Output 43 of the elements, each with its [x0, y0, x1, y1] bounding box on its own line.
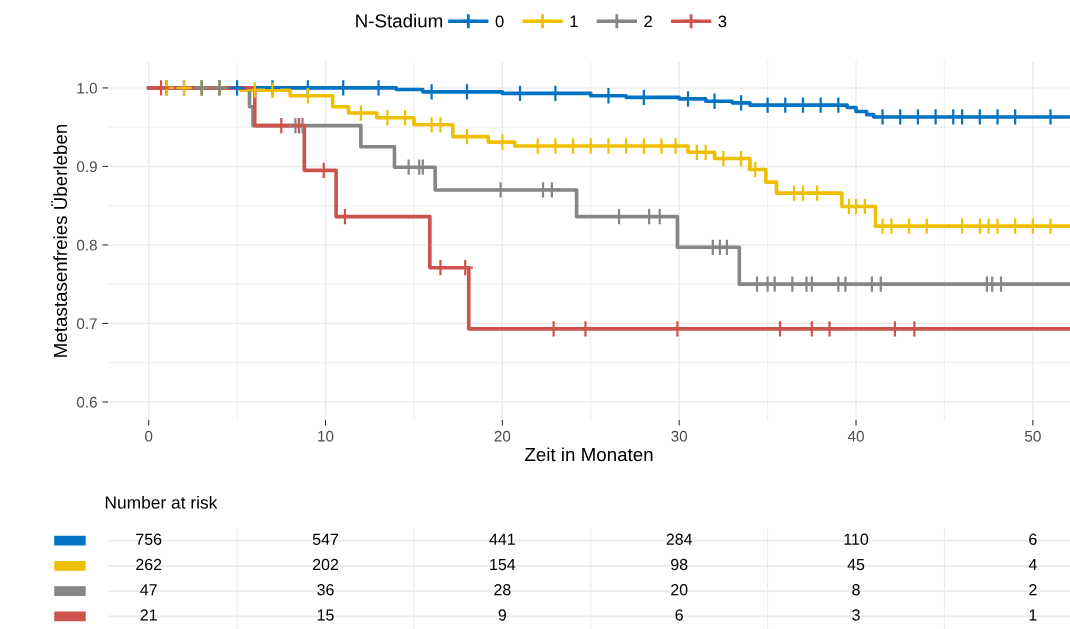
text: 36 [317, 584, 334, 596]
x-tick-label: 10 [318, 430, 334, 442]
text: 262 [136, 558, 162, 571]
text: 15 [317, 609, 334, 621]
y-axis-title: Metastasenfreies Überleben [51, 124, 68, 357]
x-axis-title: Zeit in Monaten [524, 447, 653, 462]
text: 284 [666, 533, 693, 545]
text: 547 [312, 533, 339, 545]
text: 98 [671, 558, 688, 571]
legend-label: 0 [495, 15, 504, 28]
y-tick-label: 0.7 [76, 318, 97, 330]
y-tick-label: 0.9 [76, 161, 97, 173]
text: 9 [498, 609, 507, 621]
x-tick-label: 30 [671, 430, 688, 442]
legend-label: 3 [718, 15, 727, 28]
x-tick-label: 0 [145, 430, 153, 442]
y-tick-label: 1.0 [77, 82, 97, 94]
x-tick-label: 40 [847, 430, 864, 442]
x-tick-label: 20 [494, 430, 511, 442]
text: 2 [1029, 584, 1037, 596]
y-tick-label: 0.6 [76, 396, 97, 408]
text: 4 [1028, 559, 1037, 571]
text: 8 [852, 584, 860, 596]
text: 441 [489, 533, 515, 545]
text: 756 [136, 533, 162, 545]
text: 45 [847, 559, 865, 571]
text: 154 [490, 559, 516, 571]
text: 110 [844, 533, 869, 545]
text: 47 [140, 584, 157, 596]
text: 1 [1029, 609, 1037, 621]
text: 28 [494, 584, 511, 596]
legend-title: N-Stadium [356, 13, 443, 28]
legend-label: 2 [644, 15, 652, 28]
text: 20 [671, 584, 688, 596]
text: Number at risk [105, 495, 218, 509]
text: 6 [1029, 533, 1037, 545]
x-tick-label: 50 [1024, 430, 1041, 442]
text: 6 [675, 609, 683, 621]
legend-label: 1 [570, 15, 578, 28]
text: 21 [140, 609, 157, 621]
text: 202 [312, 558, 339, 571]
text: 3 [852, 609, 860, 621]
y-tick-label: 0.8 [76, 239, 97, 251]
